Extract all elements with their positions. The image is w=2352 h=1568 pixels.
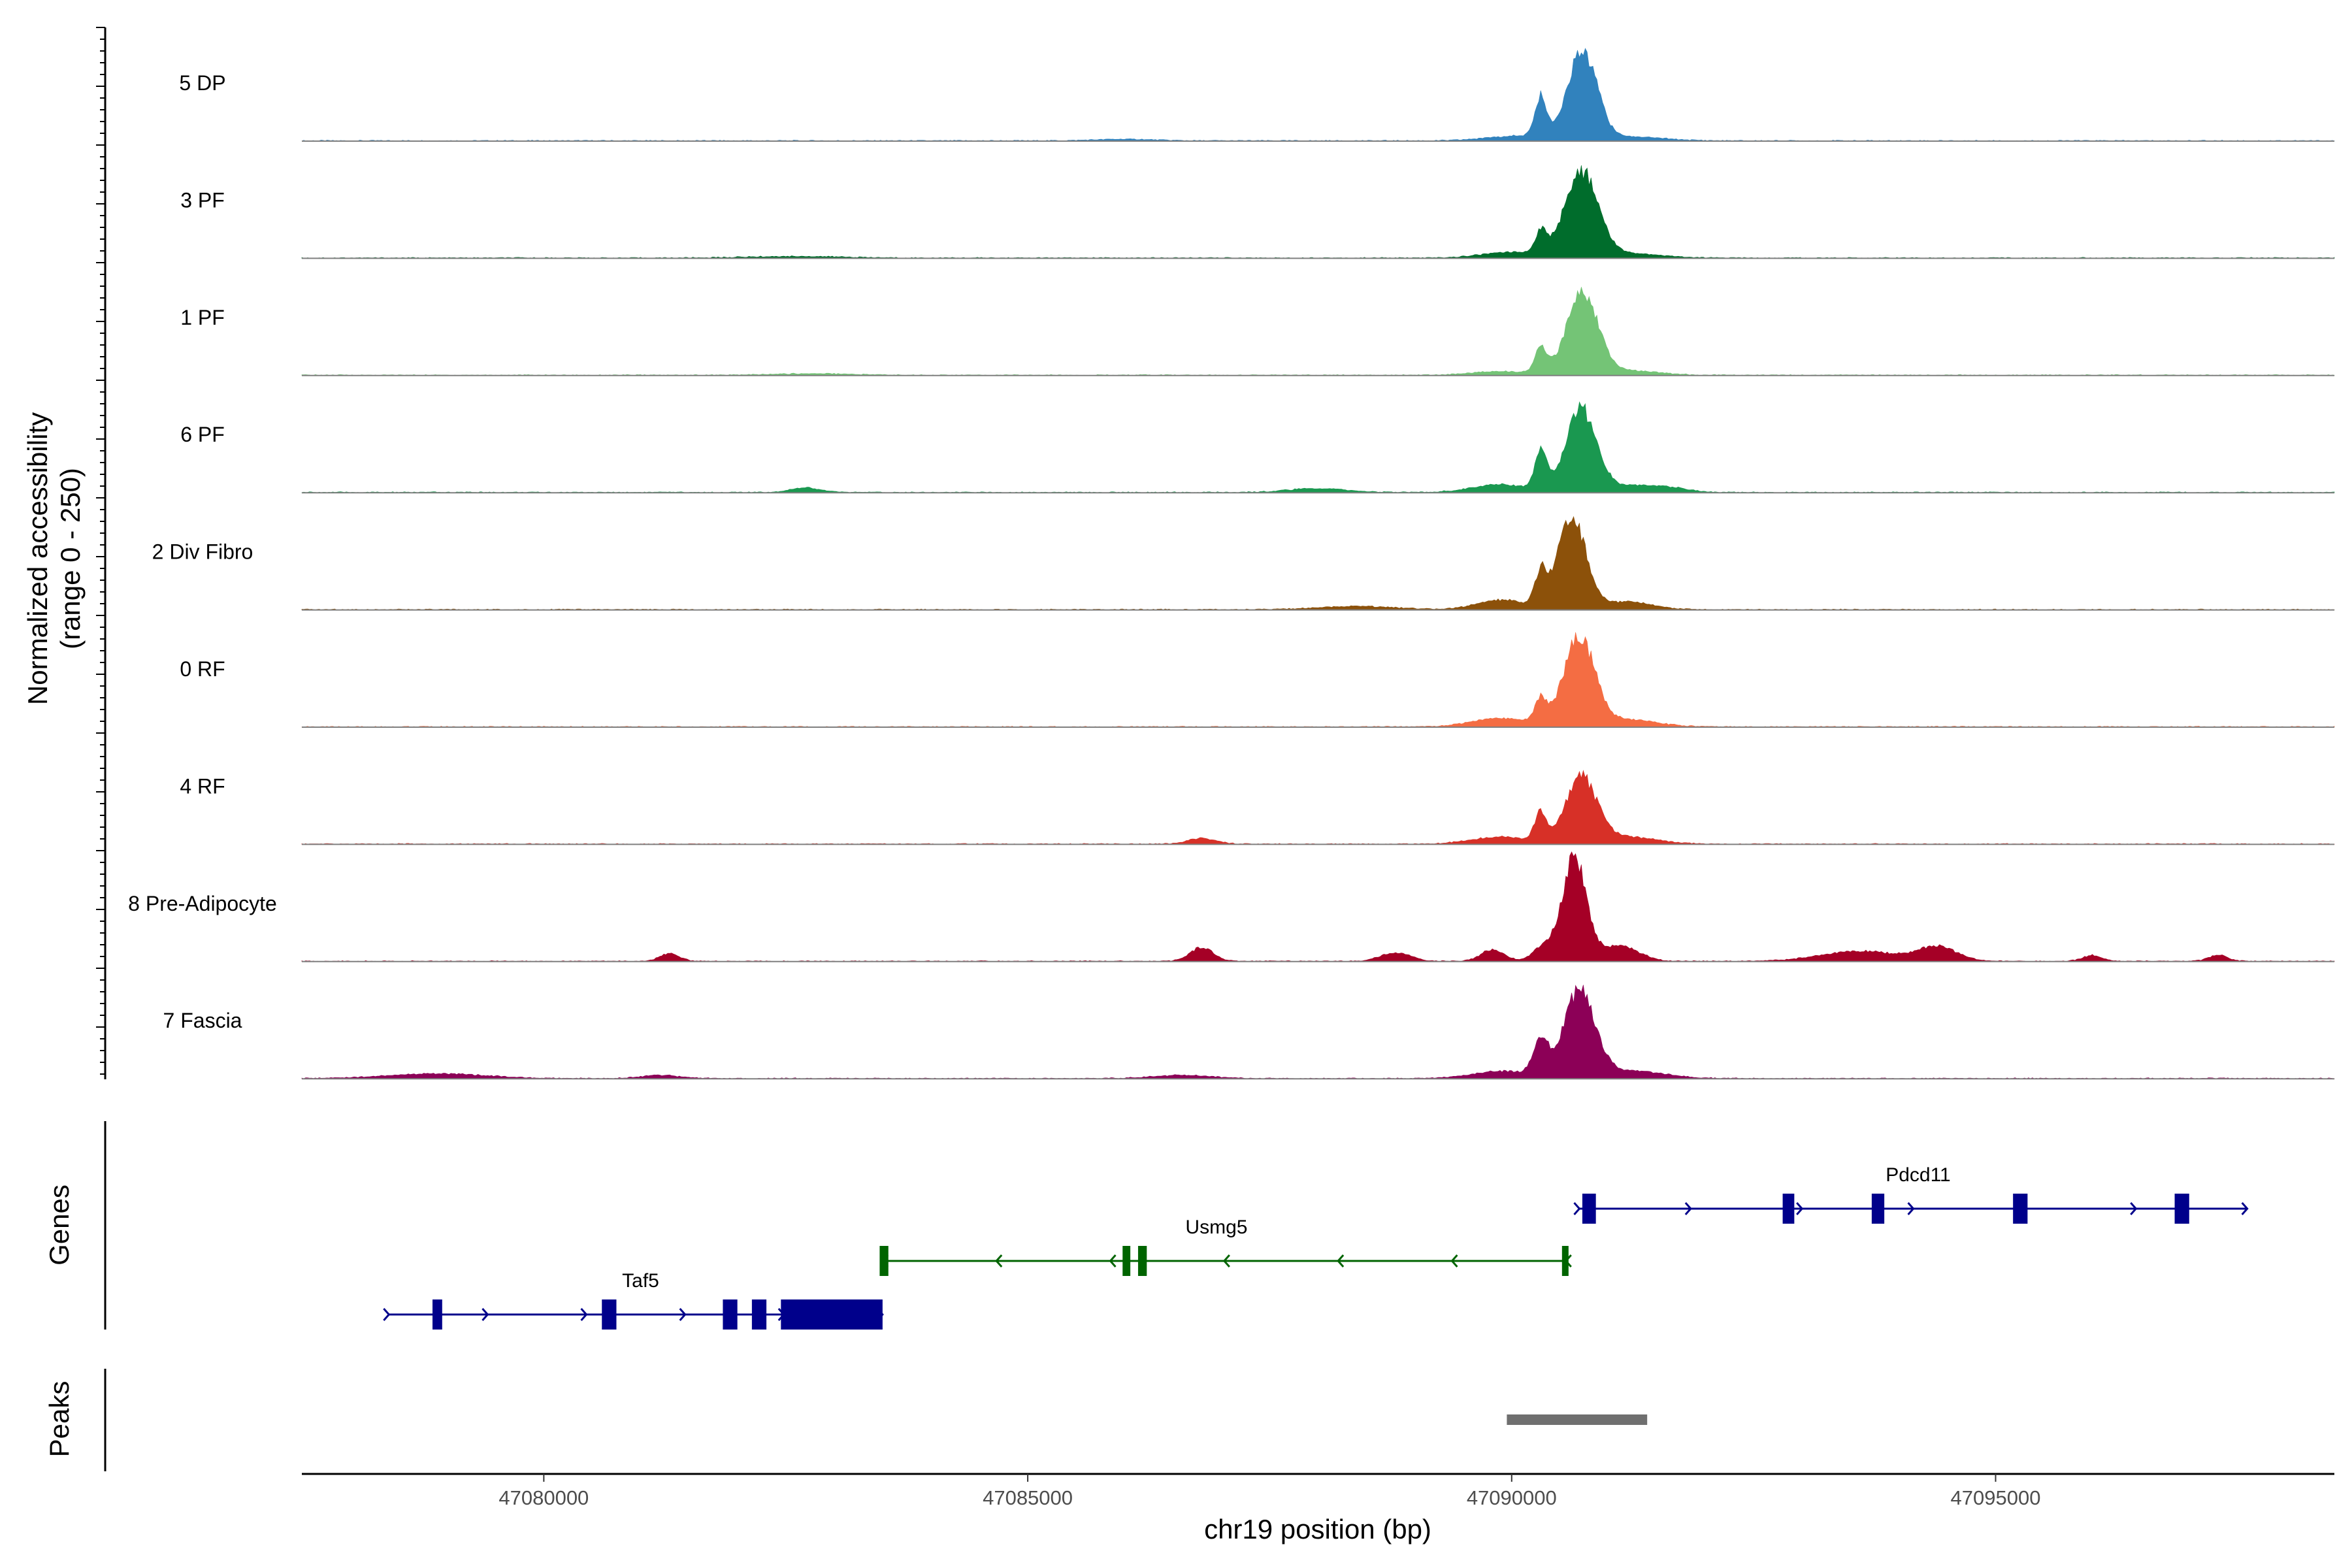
peak-regions <box>1507 1414 1648 1425</box>
track-label: 5 DP <box>179 71 225 95</box>
peaks-panel-label: Peaks <box>44 1381 74 1458</box>
peaks-panel: Peaks <box>44 1369 1648 1471</box>
track-label: 7 Fascia <box>163 1009 242 1032</box>
coverage-axis <box>96 27 106 1079</box>
coverage-area-1-pf <box>301 287 2335 376</box>
y-axis-title: Normalized accessibility (range 0 - 250) <box>22 412 86 705</box>
strand-arrow <box>383 1308 391 1321</box>
coverage-area-7-fascia <box>301 985 2335 1079</box>
track-label: 4 RF <box>180 774 225 798</box>
track-8-pre-adipocyte: 8 Pre-Adipocyte <box>128 851 2335 962</box>
track-label: 6 PF <box>180 423 225 446</box>
x-axis-title: chr19 position (bp) <box>1204 1514 1431 1544</box>
exon <box>432 1299 442 1330</box>
coverage-area-0-rf <box>301 632 2335 728</box>
track-label: 2 Div Fibro <box>152 540 253 564</box>
x-axis: 47080000 47085000 47090000 47095000 chr19 p… <box>302 1473 2334 1544</box>
strand-arrow <box>1450 1254 1458 1267</box>
strand-arrow <box>1337 1254 1345 1267</box>
exon <box>1561 1246 1569 1276</box>
track-label: 0 RF <box>180 657 225 681</box>
peak-region-bar <box>1507 1414 1648 1425</box>
strand-arrow <box>1109 1254 1117 1267</box>
exon <box>751 1299 767 1330</box>
strand-arrow <box>1573 1202 1581 1215</box>
exon <box>879 1246 889 1276</box>
y-axis-title-line1: Normalized accessibility <box>22 412 53 705</box>
x-tick-label: 47085000 <box>983 1486 1073 1509</box>
exon <box>1782 1194 1795 1224</box>
track-4-rf: 4 RF <box>180 770 2335 845</box>
x-axis-ticks: 47080000 47085000 47090000 47095000 <box>498 1474 2040 1509</box>
gene-name-label: Pdcd11 <box>1886 1164 1951 1186</box>
strand-arrow <box>1796 1202 1804 1215</box>
exon <box>2174 1194 2189 1224</box>
genes-panel: Genes Taf5 Usmg5 Pdcd11 <box>44 1121 2249 1330</box>
track-7-fascia: 7 Fascia <box>163 985 2335 1080</box>
coverage-area-4-rf <box>301 770 2335 845</box>
y-axis-title-line2: (range 0 - 250) <box>55 468 86 649</box>
track-3-pf: 3 PF <box>180 165 2335 259</box>
x-tick-label: 47095000 <box>1951 1486 2041 1509</box>
gene-name-label: Usmg5 <box>1185 1217 1247 1238</box>
track-5-dp: 5 DP <box>179 48 2335 142</box>
strand-arrow <box>1684 1202 1692 1215</box>
coverage-tracks: 5 DP 3 PF 1 PF 6 PF 2 Div Fibro 0 RF 4 RF 8 Pre… <box>128 48 2335 1080</box>
coverage-area-6-pf <box>301 401 2335 493</box>
track-label: 1 PF <box>180 306 225 329</box>
exon <box>1871 1194 1885 1224</box>
genes-panel-label: Genes <box>44 1184 74 1266</box>
exon <box>2013 1194 2028 1224</box>
exon <box>1137 1246 1147 1276</box>
track-label: 3 PF <box>180 188 225 212</box>
x-tick-label: 47090000 <box>1467 1486 1557 1509</box>
gene-models: Taf5 Usmg5 Pdcd11 <box>383 1164 2249 1330</box>
strand-arrow <box>1222 1254 1230 1267</box>
coverage-area-5-dp <box>301 48 2335 142</box>
strand-arrow <box>2130 1202 2138 1215</box>
exon <box>1582 1194 1596 1224</box>
track-1-pf: 1 PF <box>180 287 2335 376</box>
exon <box>723 1299 738 1330</box>
exon <box>781 1299 883 1330</box>
strand-arrow <box>482 1308 489 1321</box>
track-0-rf: 0 RF <box>180 632 2335 728</box>
strand-arrow <box>1907 1202 1915 1215</box>
strand-arrow <box>580 1308 588 1321</box>
strand-arrow <box>679 1308 687 1321</box>
track-2-div-fibro: 2 Div Fibro <box>152 515 2335 611</box>
gene-pdcd11: Pdcd11 <box>1573 1164 2249 1224</box>
track-label: 8 Pre-Adipocyte <box>128 892 277 915</box>
strand-arrow <box>995 1254 1003 1267</box>
gene-taf5: Taf5 <box>383 1270 884 1330</box>
gene-name-label: Taf5 <box>622 1270 659 1292</box>
gene-usmg5: Usmg5 <box>879 1217 1572 1276</box>
strand-arrow <box>2241 1202 2249 1215</box>
track-6-pf: 6 PF <box>180 401 2335 494</box>
exon <box>602 1299 617 1330</box>
exon <box>1122 1246 1131 1276</box>
coverage-area-2-div-fibro <box>301 515 2335 610</box>
x-tick-label: 47080000 <box>498 1486 589 1509</box>
coverage-area-3-pf <box>301 165 2335 259</box>
coverage-area-8-pre-adipocyte <box>301 851 2335 962</box>
